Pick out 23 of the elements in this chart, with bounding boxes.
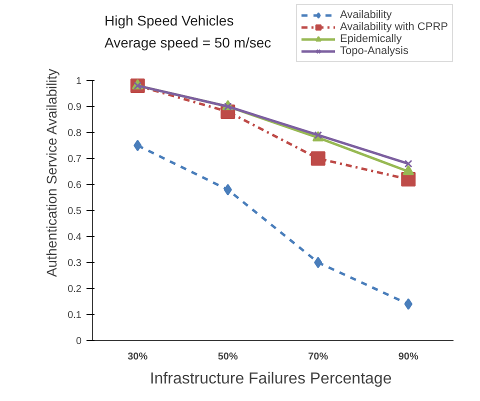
x-tick-label: 50% <box>218 352 238 362</box>
legend-label: Epidemically <box>340 33 402 45</box>
x-tick-label: 30% <box>128 352 148 362</box>
y-tick-label: 0.8 <box>68 128 82 139</box>
y-tick-label: 0.5 <box>68 206 82 217</box>
legend-label: Availability with CPRP <box>340 21 448 33</box>
legend-label: Availability <box>340 9 392 21</box>
chart-title: High Speed Vehicles <box>104 12 234 28</box>
x-tick-label: 70% <box>308 352 328 362</box>
x-axis-title: Infrastructure Failures Percentage <box>150 370 392 388</box>
y-tick-label: 0.6 <box>68 180 82 191</box>
y-tick-label: 0.7 <box>68 154 82 165</box>
y-tick-label: 0.2 <box>68 284 82 295</box>
y-tick-label: 0 <box>76 336 82 347</box>
y-tick-label: 0.9 <box>68 102 82 113</box>
y-tick-label: 0.4 <box>68 232 82 243</box>
y-tick-label: 0.3 <box>68 258 82 269</box>
x-tick-label: 90% <box>398 352 418 362</box>
y-axis-title: Authentication Service Availability <box>44 68 60 278</box>
y-tick-label: 0.1 <box>68 310 82 321</box>
legend-label: Topo-Analysis <box>340 45 408 57</box>
y-tick-label: 1 <box>76 76 82 87</box>
chart-subtitle: Average speed = 50 m/sec <box>104 34 272 50</box>
